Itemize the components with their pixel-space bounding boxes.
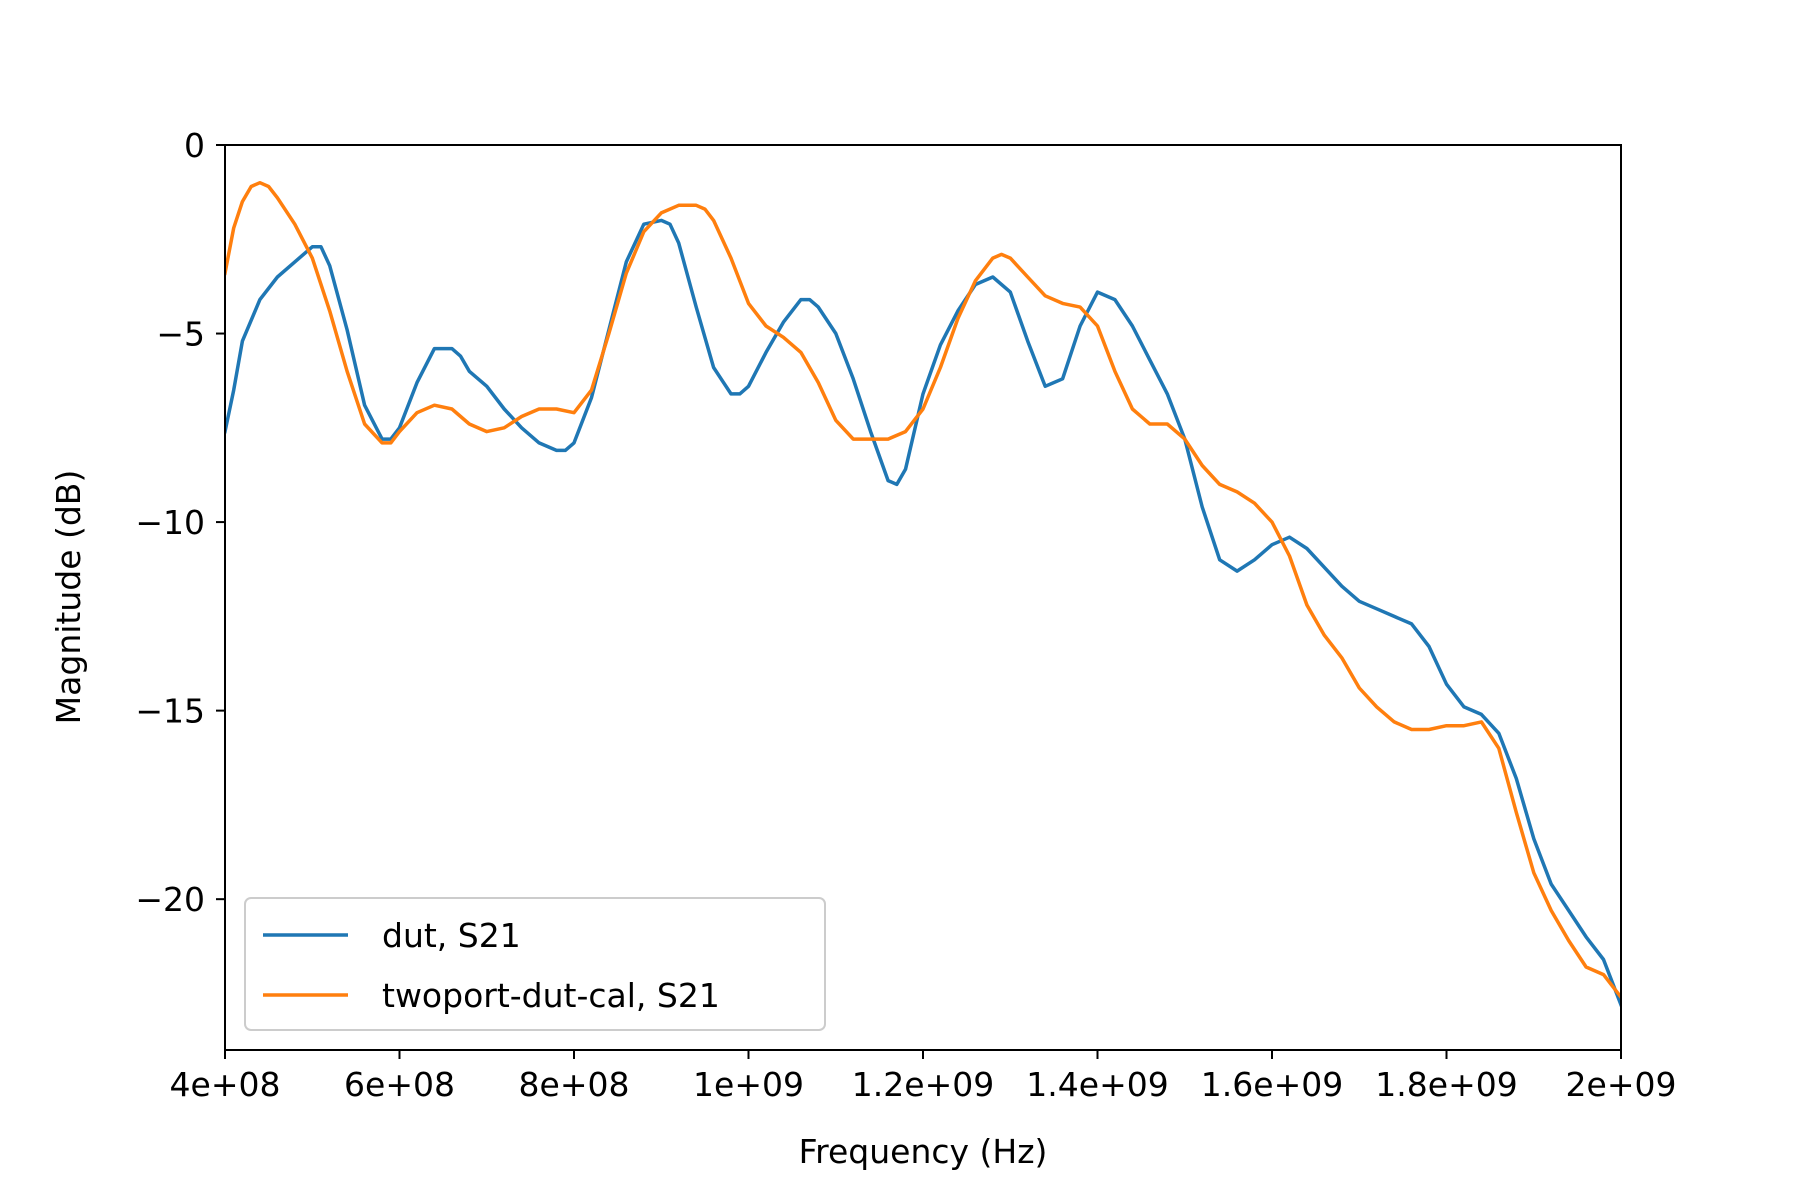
series-line-1	[225, 218, 1621, 1008]
x-tick-label: 1.4e+09	[1026, 1065, 1168, 1104]
x-tick-label: 2e+09	[1566, 1065, 1677, 1104]
y-axis-ticks: 0 −5 −10 −15 −20	[135, 126, 225, 919]
y-tick-label: −20	[135, 880, 205, 919]
y-tick-label: −5	[156, 315, 205, 354]
x-tick-label: 6e+08	[344, 1065, 455, 1104]
legend-label-2: twoport-dut-cal, S21	[382, 976, 720, 1015]
x-axis-label: Frequency (Hz)	[799, 1132, 1048, 1171]
y-tick-label: −10	[135, 503, 205, 542]
x-tick-label: 8e+08	[519, 1065, 630, 1104]
x-tick-label: 1.8e+09	[1375, 1065, 1517, 1104]
y-tick-label: 0	[184, 126, 205, 165]
legend-frame	[244, 897, 826, 1031]
x-axis-ticks: 4e+08 6e+08 8e+08 1e+09 1.2e+09 1.4e+09 1.6e+0…	[170, 1050, 1677, 1104]
series-line-2	[225, 180, 1621, 1000]
legend-label-1: dut, S21	[382, 916, 521, 955]
x-tick-label: 4e+08	[170, 1065, 281, 1104]
y-axis-label: Magnitude (dB)	[49, 470, 88, 725]
x-tick-label: 1e+09	[693, 1065, 804, 1104]
series-layer	[225, 180, 1621, 1008]
y-tick-label: −15	[135, 692, 205, 731]
x-tick-label: 1.2e+09	[852, 1065, 994, 1104]
x-tick-label: 1.6e+09	[1201, 1065, 1343, 1104]
legend: dut, S21 twoport-dut-cal, S21	[244, 897, 826, 1031]
